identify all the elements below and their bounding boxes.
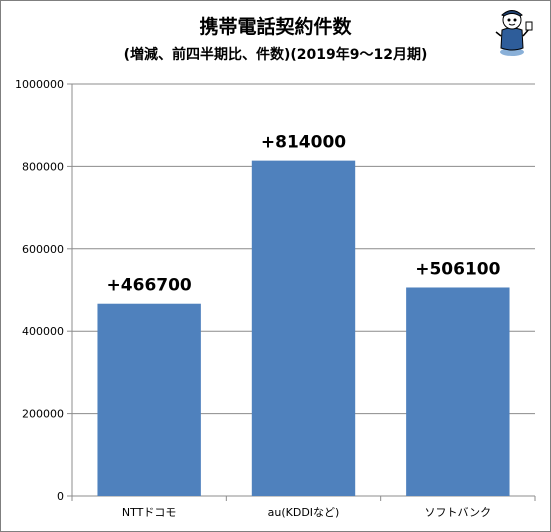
y-tick-label: 0 [57,490,64,503]
chart-title: 携帯電話契約件数 [199,16,352,38]
y-tick-label: 400000 [22,325,64,338]
y-tick-label: 200000 [22,408,64,421]
x-category-label: NTTドコモ [122,506,176,519]
bars [97,160,510,496]
data-label: +506100 [415,259,500,279]
mascot-logo-icon [495,10,533,56]
y-tick-label: 600000 [22,243,64,256]
data-label: +814000 [261,133,346,153]
y-tick-label: 800000 [22,160,64,173]
data-label: +466700 [107,276,192,296]
x-category-label: au(KDDIなど) [268,506,340,519]
x-category-label: ソフトバンク [425,506,492,519]
y-tick-label: 1000000 [15,78,64,91]
bar [251,160,356,496]
bar [406,287,510,496]
chart-subtitle: (増減、前四半期比、件数)(2019年9～12月期) [123,47,428,63]
labels: 0 200000 400000 600000 800000 1000000 NTTドコモ +4… [15,78,501,519]
bar [97,303,201,496]
